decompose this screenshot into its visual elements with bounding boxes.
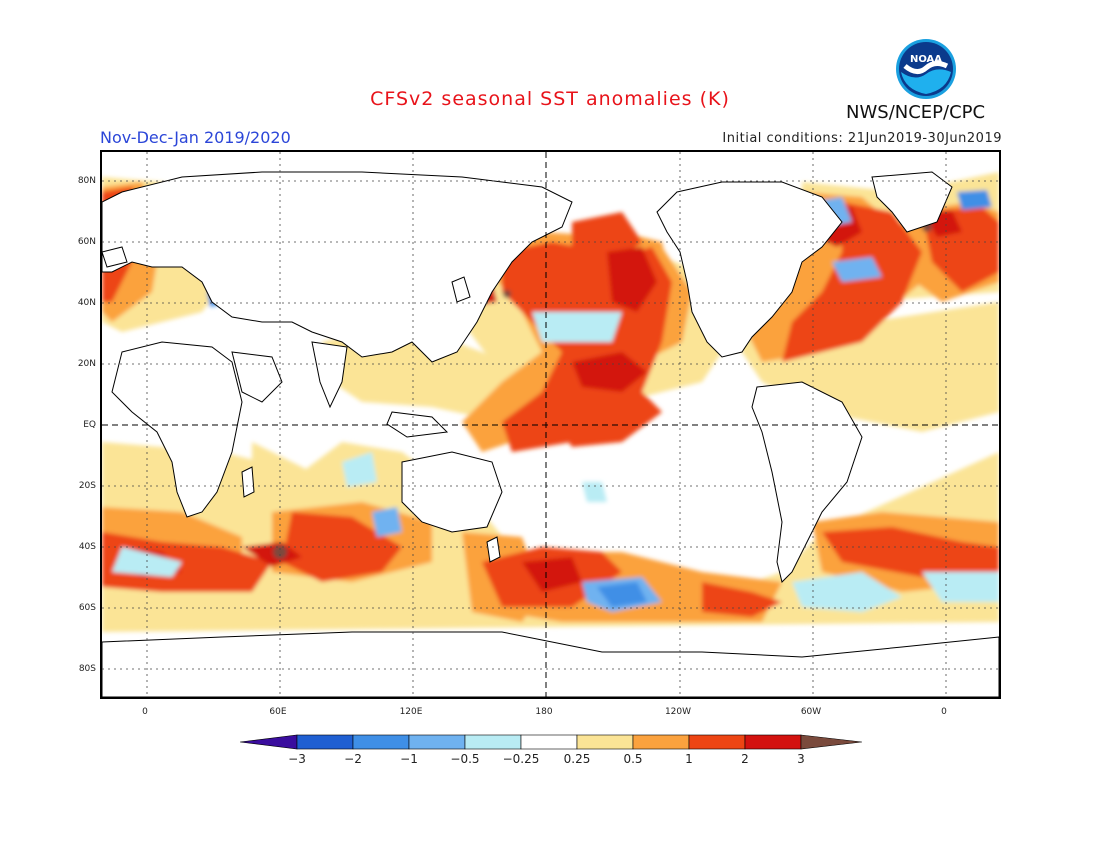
lat-label-20n: 20N (77, 359, 96, 369)
lon-label-0-west: 0 (142, 707, 148, 717)
colorbar-bin (744, 734, 802, 750)
land-masses (102, 171, 999, 697)
colorbar-min-arrow (240, 734, 298, 750)
noaa-logo: NOAA (896, 39, 956, 99)
organization-label: NWS/NCEP/CPC (846, 102, 986, 123)
colorbar-bin (296, 734, 354, 750)
lat-label-40n: 40N (77, 298, 96, 308)
map-canvas (102, 152, 999, 697)
colorbar-bin (688, 734, 746, 750)
lon-label-120w: 120W (664, 707, 692, 717)
colorbar-label: −1 (400, 752, 418, 766)
sst-anomaly-map (100, 150, 1001, 699)
colorbar-bin (464, 734, 522, 750)
colorbar-label: −0.5 (450, 752, 480, 766)
lat-label-80s: 80S (78, 664, 96, 674)
lon-label-180: 180 (535, 707, 553, 717)
colorbar-label: −3 (288, 752, 306, 766)
colorbar-bin (576, 734, 634, 750)
colorbar-label: −2 (344, 752, 362, 766)
grid-lines (102, 152, 999, 697)
lon-label-0-east: 0 (941, 707, 947, 717)
lat-label-60n: 60N (77, 237, 96, 247)
colorbar-bin (632, 734, 690, 750)
lat-label-60s: 60S (78, 603, 96, 613)
colorbar-bin (352, 734, 410, 750)
lat-label-20s: 20S (78, 481, 96, 491)
colorbar-label: 2 (741, 752, 749, 766)
colorbar-label: 3 (797, 752, 805, 766)
logo-text: NOAA (910, 54, 942, 65)
lon-label-60e: 60E (269, 707, 287, 717)
colorbar-bin (520, 734, 578, 750)
colorbar-label: 1 (685, 752, 693, 766)
equator-and-dateline (102, 152, 999, 697)
colorbar-max-arrow (800, 734, 862, 750)
lon-label-120e: 120E (399, 707, 423, 717)
lat-label-80n: 80N (77, 176, 96, 186)
colorbar-label: −0.25 (502, 752, 540, 766)
colorbar-label: 0.25 (563, 752, 591, 766)
lon-label-60w: 60W (800, 707, 822, 717)
colorbar-bin (408, 734, 466, 750)
colorbar (240, 734, 862, 750)
title: CFSv2 seasonal SST anomalies (K) (370, 88, 730, 110)
lat-label-40s: 40S (78, 542, 96, 552)
lat-label-eq: EQ (83, 420, 96, 430)
anomaly-fields (102, 172, 999, 632)
season-label: Nov-Dec-Jan 2019/2020 (100, 128, 291, 147)
initial-conditions-label: Initial conditions: 21Jun2019-30Jun2019 (722, 131, 1002, 146)
colorbar-label: 0.5 (623, 752, 643, 766)
